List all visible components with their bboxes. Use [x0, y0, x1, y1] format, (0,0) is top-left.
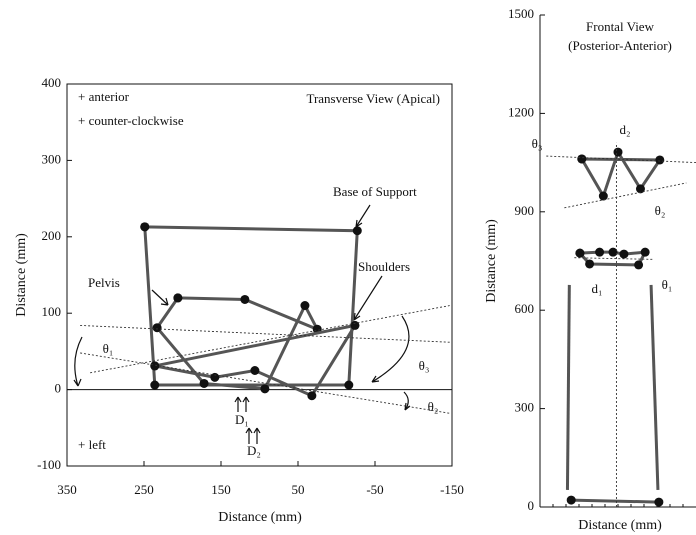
segment-line — [649, 284, 660, 490]
annotation: θ₃ — [419, 358, 430, 373]
marker — [150, 380, 160, 390]
x-tick-label: 150 — [211, 482, 231, 497]
reference-line — [80, 324, 450, 343]
annotation: θ₃ — [532, 136, 543, 151]
annotation: d₁ — [591, 281, 602, 296]
x-tick-label: 50 — [292, 482, 305, 497]
annotation: Shoulders — [358, 259, 410, 274]
angle-arrow — [73, 336, 83, 387]
x-tick-label: -50 — [366, 482, 383, 497]
y-tick-label: 1500 — [508, 6, 534, 21]
y-tick-label: 0 — [528, 498, 535, 513]
x-tick-label: 250 — [134, 482, 154, 497]
annotation: + left — [78, 437, 106, 452]
y-tick-label: 900 — [515, 203, 535, 218]
marker — [210, 372, 220, 382]
marker — [307, 391, 317, 401]
y-tick-label: 0 — [55, 381, 62, 396]
marker — [566, 495, 576, 505]
marker — [613, 147, 623, 157]
arrows — [73, 204, 411, 444]
marker — [598, 191, 608, 201]
y-tick-label: 400 — [42, 75, 62, 90]
y-axis-label: Distance (mm) — [484, 219, 499, 303]
annotation: θ₂ — [428, 399, 439, 414]
y-tick-label: 1200 — [508, 104, 534, 119]
reference-line — [80, 352, 450, 414]
annotation: (Posterior-Anterior) — [568, 38, 672, 53]
marker — [634, 260, 644, 270]
angle-arrow — [371, 315, 410, 383]
reference-line — [564, 182, 687, 209]
marker — [577, 154, 587, 164]
y-tick-label: -100 — [37, 457, 61, 472]
x-tick-label: 350 — [57, 482, 77, 497]
angle-arrow — [403, 391, 411, 411]
marker — [635, 184, 645, 194]
marker — [575, 248, 585, 258]
annotation: D₂ — [247, 443, 261, 458]
reference-line — [546, 155, 696, 164]
marker — [150, 361, 160, 371]
segment-line — [155, 296, 321, 391]
segment-line — [580, 148, 663, 200]
annotation: Transverse View (Apical) — [306, 91, 440, 106]
y-axis-label: Distance (mm) — [14, 233, 29, 317]
y-tick-label: 600 — [515, 301, 535, 316]
annotation: Frontal View — [586, 19, 655, 34]
annotation: D₁ — [235, 412, 249, 427]
segment-line — [571, 498, 659, 504]
marker — [250, 366, 260, 375]
marker — [608, 247, 618, 257]
arrow — [151, 289, 169, 306]
marker — [140, 222, 150, 232]
x-axis-label: Distance (mm) — [578, 518, 662, 533]
annotation: Base of Support — [333, 184, 417, 199]
annotation: θ₁ — [662, 277, 673, 292]
x-axis-label: Distance (mm) — [218, 510, 302, 525]
marker — [654, 497, 664, 507]
y-tick-label: 300 — [42, 151, 62, 166]
annotation: θ₁ — [103, 341, 114, 356]
y-tick-label: 300 — [515, 400, 535, 415]
d2-arrows — [245, 427, 261, 444]
segment-line — [565, 284, 571, 490]
marker — [199, 378, 209, 388]
marker — [152, 323, 162, 333]
y-tick-label: 100 — [42, 304, 62, 319]
reference-line — [574, 257, 653, 260]
plot-frame — [66, 83, 453, 467]
annotation: θ₂ — [655, 203, 666, 218]
marker — [260, 384, 270, 394]
marker — [173, 293, 183, 303]
y-tick-label: 200 — [42, 228, 62, 243]
segment-line — [154, 323, 359, 398]
marker — [619, 249, 629, 259]
annotation: + anterior — [78, 89, 130, 104]
marker — [595, 247, 605, 257]
marker — [352, 226, 362, 236]
marker — [240, 294, 250, 304]
marker — [655, 155, 665, 165]
annotation: + counter-clockwise — [78, 113, 184, 128]
arrow — [353, 275, 383, 321]
marker — [640, 247, 650, 257]
x-tick-label: -150 — [440, 482, 464, 497]
annotation: d₂ — [619, 122, 630, 137]
reference-line — [90, 305, 450, 374]
arrow — [355, 204, 371, 228]
marker — [344, 380, 354, 390]
annotation: Pelvis — [88, 275, 120, 290]
marker — [350, 320, 360, 330]
marker — [300, 301, 310, 311]
d1-arrows — [234, 396, 250, 412]
marker — [585, 259, 595, 269]
